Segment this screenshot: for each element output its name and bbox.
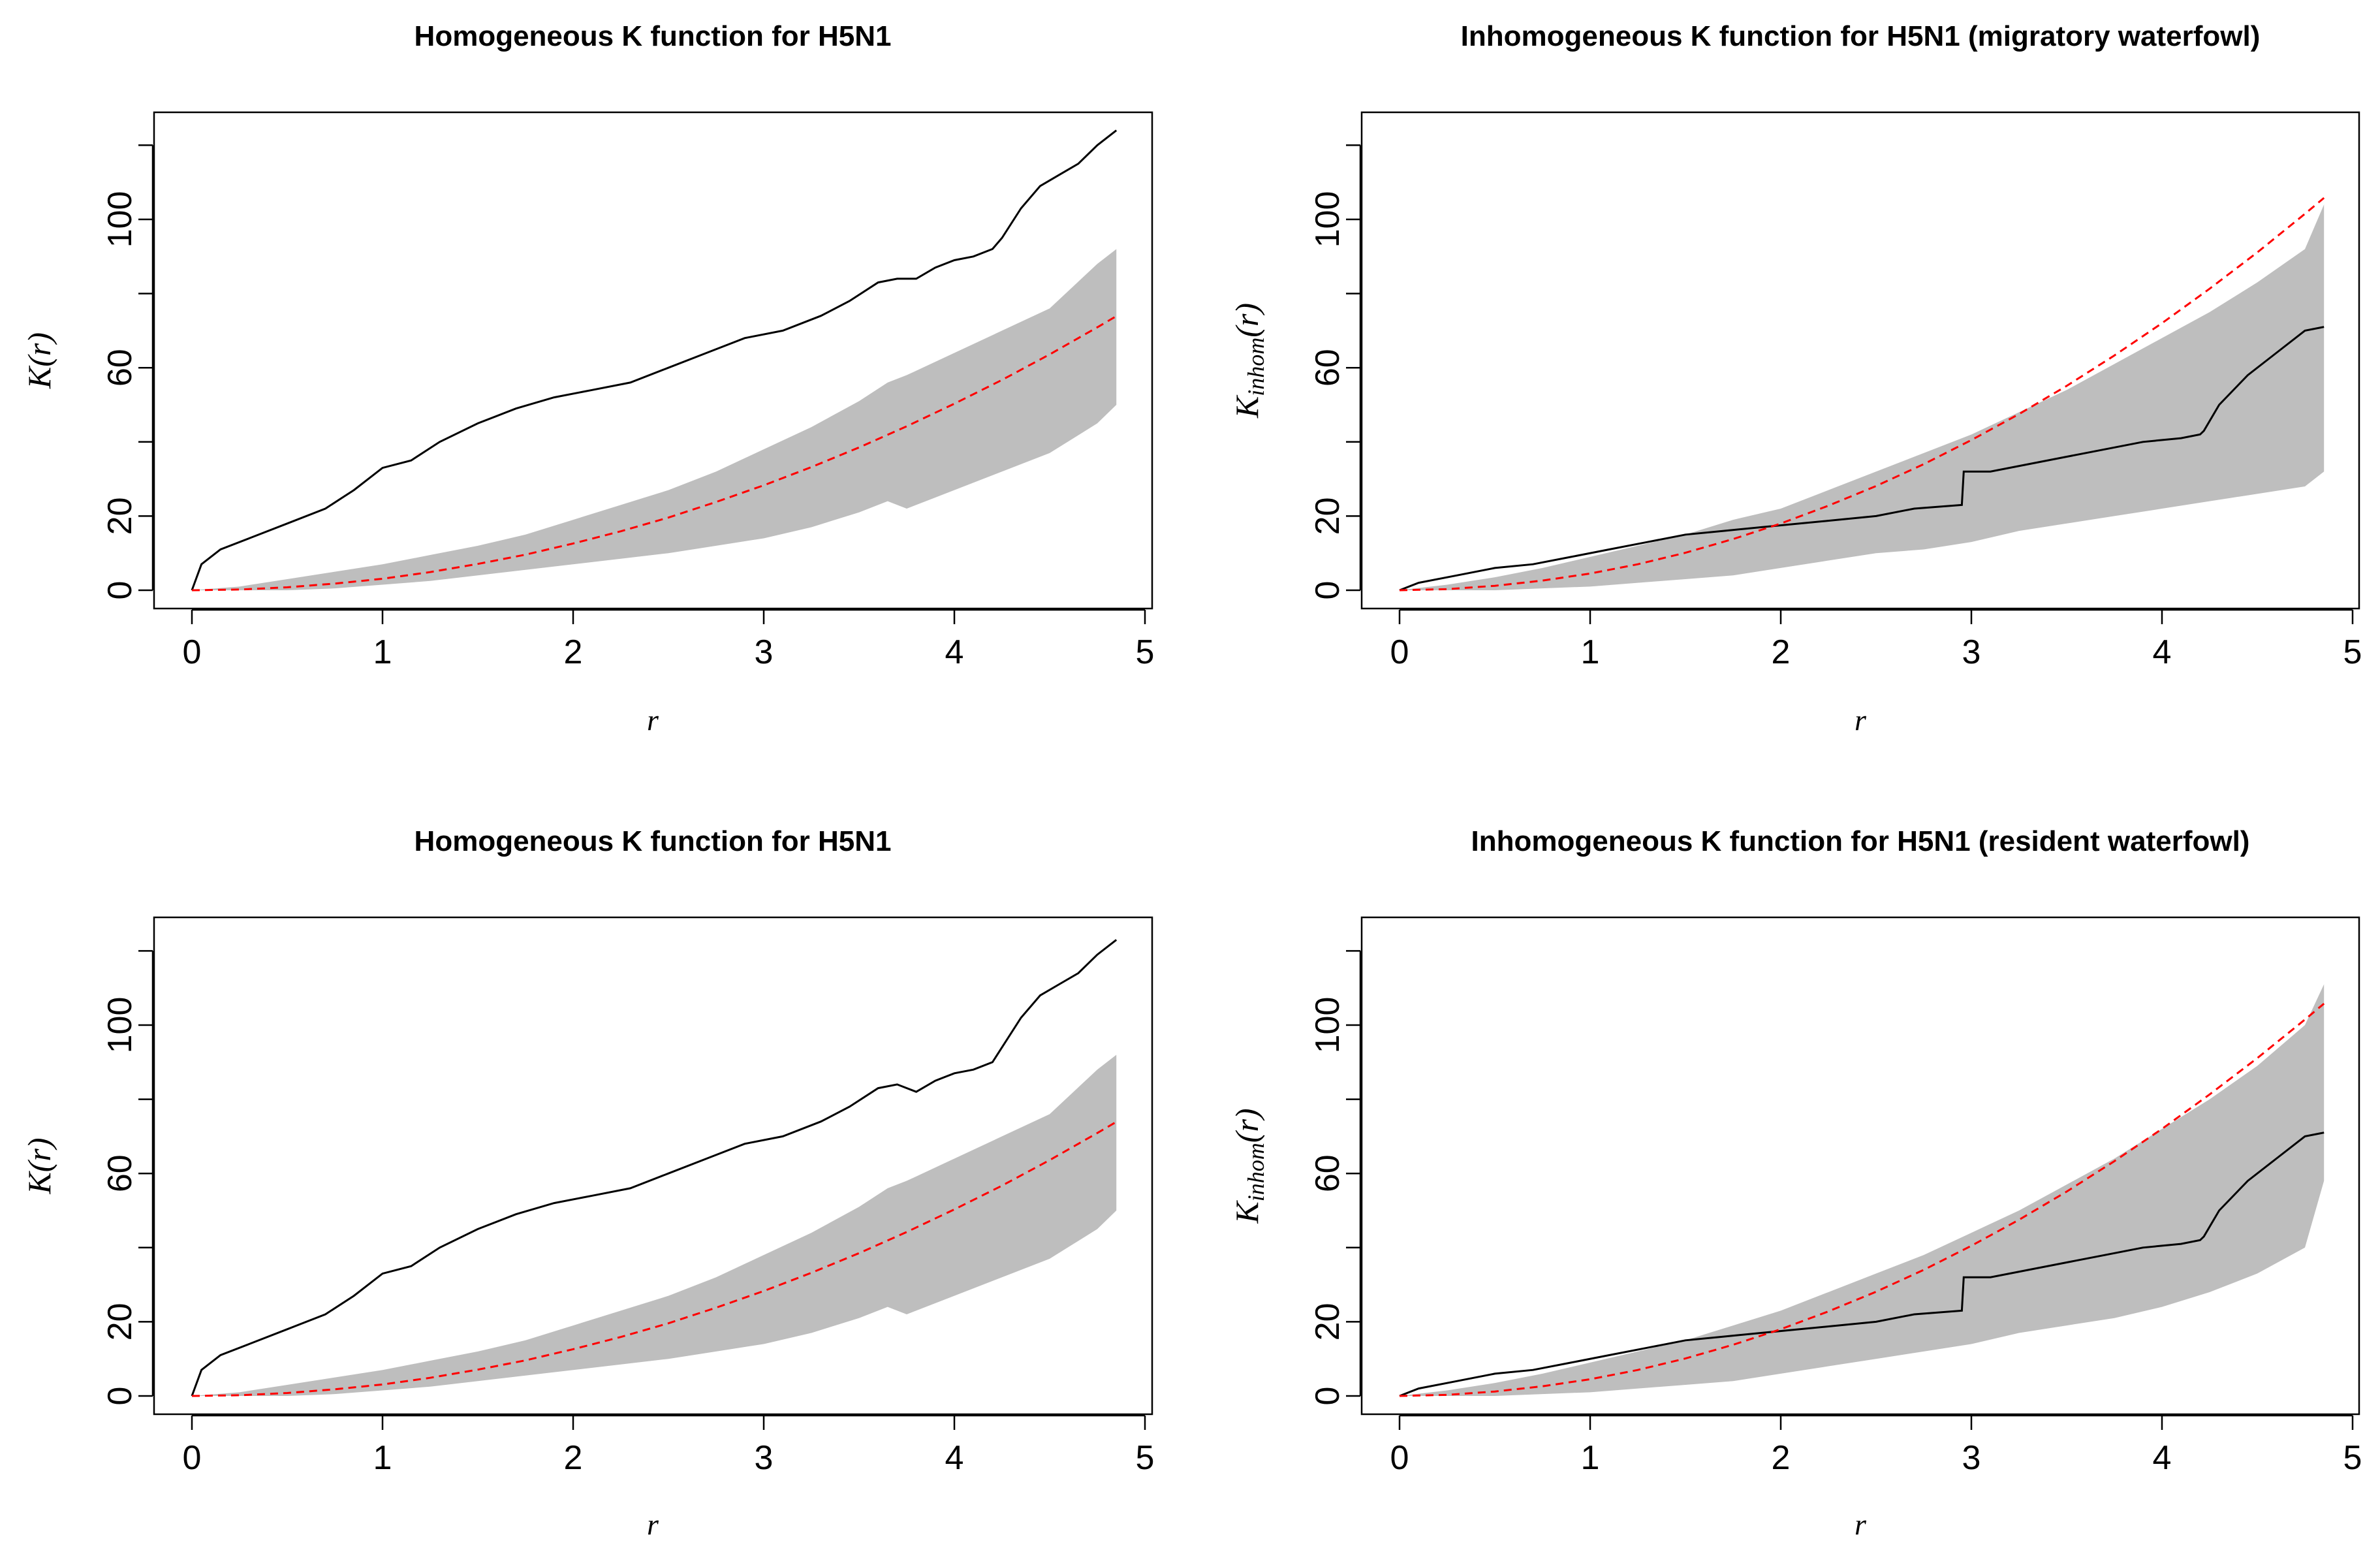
x-tick-label: 2 (1772, 1439, 1791, 1477)
x-tick-label: 1 (373, 633, 392, 671)
x-tick-label: 1 (1581, 1439, 1600, 1477)
simulation-envelope (1400, 984, 2325, 1396)
x-axis: 0 1 2 3 4 5 (183, 609, 1155, 671)
x-tick-label: 2 (564, 633, 583, 671)
x-tick-label: 3 (1962, 1439, 1981, 1477)
y-axis: 0 20 60 100 (101, 144, 154, 600)
y-axis-label: K(r) (21, 332, 57, 389)
panel-4: Inhomogeneous K function for H5N1 (resid… (1229, 825, 2362, 1541)
y-axis-label: K(r) (21, 1137, 57, 1194)
plot-frame (153, 916, 1153, 1416)
plot-frame (1360, 916, 2360, 1416)
y-tick-label: 60 (1309, 349, 1347, 387)
y-tick-label: 20 (101, 1303, 139, 1340)
y-axis: 0 20 60 100 (1309, 950, 1362, 1406)
x-tick-label: 5 (1136, 1439, 1155, 1477)
simulation-envelope (1400, 204, 2325, 590)
y-tick-label: 20 (1309, 497, 1347, 535)
x-tick-label: 4 (945, 633, 964, 671)
observed-line (1399, 1132, 2325, 1397)
x-tick-label: 0 (1390, 1439, 1409, 1477)
x-tick-label: 0 (1390, 633, 1409, 671)
simulation-envelope (192, 1054, 1117, 1396)
panel-2: Inhomogeneous K function for H5N1 (migra… (1229, 20, 2362, 736)
theoretical-line (191, 1120, 1117, 1397)
plot-frame (1360, 111, 2360, 610)
plot-frame (153, 111, 1153, 610)
y-tick-label: 20 (1309, 1303, 1347, 1340)
panel-1: Homogeneous K function for H5N1 0 1 2 3 4 5 r 0 2… (21, 20, 1154, 736)
x-axis-label: r (1855, 703, 1867, 736)
observed-line (191, 129, 1118, 591)
y-tick-label: 0 (101, 1387, 139, 1406)
x-tick-label: 0 (183, 633, 202, 671)
panel-title: Homogeneous K function for H5N1 (415, 20, 892, 52)
x-tick-label: 4 (2153, 633, 2172, 671)
x-axis: 0 1 2 3 4 5 (183, 1414, 1155, 1477)
y-tick-label: 60 (101, 349, 139, 387)
theoretical-line (1399, 197, 2325, 592)
x-tick-label: 3 (1962, 633, 1981, 671)
x-axis: 0 1 2 3 4 5 (1390, 1414, 2362, 1477)
observed-line (191, 939, 1118, 1397)
x-tick-label: 2 (564, 1439, 583, 1477)
y-tick-label: 60 (101, 1154, 139, 1192)
x-axis-label: r (647, 1508, 659, 1541)
x-tick-label: 2 (1772, 633, 1791, 671)
y-tick-label: 0 (1309, 1387, 1347, 1406)
y-tick-label: 0 (1309, 581, 1347, 600)
simulation-envelope (192, 249, 1117, 590)
observed-line (1399, 326, 2325, 592)
y-axis-label: Kinhom(r) (1229, 1108, 1269, 1224)
y-tick-label: 60 (1309, 1154, 1347, 1192)
x-axis-label: r (647, 703, 659, 736)
theoretical-line (191, 315, 1117, 592)
y-tick-label: 100 (101, 997, 139, 1054)
x-tick-label: 3 (755, 633, 774, 671)
y-tick-label: 0 (101, 581, 139, 600)
x-tick-label: 1 (1581, 633, 1600, 671)
x-tick-label: 5 (1136, 633, 1155, 671)
y-tick-label: 100 (101, 191, 139, 248)
x-tick-label: 5 (2343, 633, 2362, 671)
y-axis: 0 20 60 100 (1309, 144, 1362, 600)
x-axis-label: r (1855, 1508, 1867, 1541)
theoretical-line (1399, 1002, 2325, 1397)
x-axis: 0 1 2 3 4 5 (1390, 609, 2362, 671)
y-tick-label: 100 (1309, 191, 1347, 248)
x-tick-label: 5 (2343, 1439, 2362, 1477)
panel-title: Inhomogeneous K function for H5N1 (migra… (1461, 20, 2261, 52)
x-tick-label: 0 (183, 1439, 202, 1477)
panel-title: Inhomogeneous K function for H5N1 (resid… (1471, 825, 2250, 857)
y-tick-label: 100 (1309, 997, 1347, 1054)
panel-3: Homogeneous K function for H5N1 0 1 2 3 4 5 r 0 2… (21, 825, 1154, 1541)
y-axis: 0 20 60 100 (101, 950, 154, 1406)
x-tick-label: 1 (373, 1439, 392, 1477)
x-tick-label: 4 (2153, 1439, 2172, 1477)
panel-title: Homogeneous K function for H5N1 (415, 825, 892, 857)
y-axis-label: Kinhom(r) (1229, 303, 1269, 419)
x-tick-label: 3 (755, 1439, 774, 1477)
y-tick-label: 20 (101, 497, 139, 535)
x-tick-label: 4 (945, 1439, 964, 1477)
